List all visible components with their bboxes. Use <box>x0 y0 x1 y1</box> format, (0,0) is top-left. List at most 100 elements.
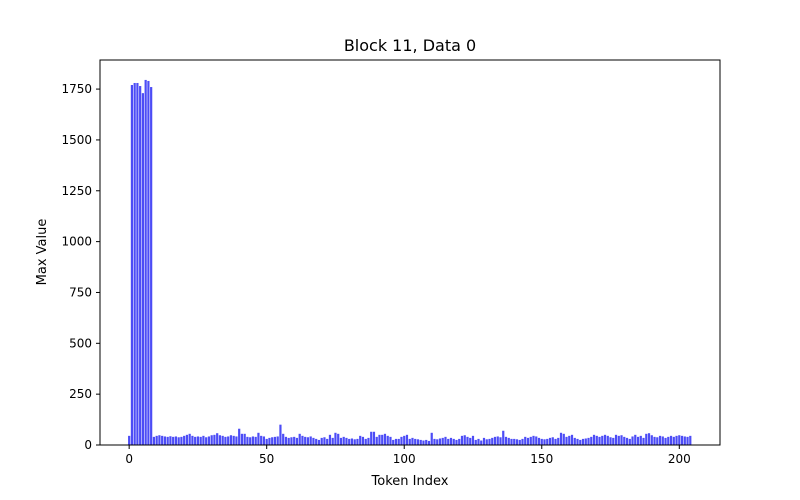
bar <box>636 436 640 445</box>
bar <box>400 436 403 445</box>
bar <box>488 438 491 445</box>
bar <box>617 435 620 445</box>
bar <box>301 435 304 445</box>
bar <box>532 435 535 445</box>
bar <box>136 82 139 445</box>
bar <box>191 435 194 445</box>
bar <box>535 436 538 445</box>
bar <box>584 438 587 445</box>
bar <box>152 436 156 445</box>
bar <box>166 436 169 445</box>
bar <box>287 437 290 445</box>
bar <box>163 436 167 445</box>
chart-title: Block 11, Data 0 <box>344 36 476 55</box>
bar <box>155 435 158 445</box>
bar <box>449 437 453 445</box>
bar <box>249 437 252 445</box>
bar <box>667 436 670 445</box>
bar <box>350 438 354 445</box>
bar <box>524 436 527 445</box>
bar <box>669 435 673 445</box>
bar <box>496 436 499 445</box>
bar <box>565 436 568 445</box>
bar <box>463 435 466 445</box>
bar <box>284 436 288 445</box>
bar <box>689 435 692 445</box>
bar <box>573 437 576 445</box>
bar <box>548 437 552 445</box>
bar <box>438 438 442 445</box>
y-tick-label: 1250 <box>61 184 92 198</box>
bar <box>540 438 543 445</box>
bar <box>229 435 233 445</box>
bar <box>172 436 175 445</box>
bar <box>235 436 238 445</box>
bar <box>507 437 510 445</box>
bar <box>408 438 411 445</box>
bar <box>513 438 516 445</box>
bar <box>444 436 447 445</box>
bar <box>419 439 422 445</box>
bar <box>381 434 384 445</box>
bar <box>447 438 450 445</box>
bar <box>180 436 183 445</box>
bar <box>295 437 299 445</box>
bar <box>471 435 475 445</box>
bar <box>658 435 662 445</box>
bar <box>356 438 359 445</box>
bar <box>664 437 667 445</box>
bar <box>592 434 596 445</box>
bar <box>216 433 219 445</box>
bar <box>309 436 312 445</box>
bar <box>537 437 541 445</box>
y-tick-label: 1500 <box>61 133 92 147</box>
bar <box>169 436 172 445</box>
bar <box>312 437 315 445</box>
bar <box>265 438 268 445</box>
bar <box>656 437 659 445</box>
bar <box>337 433 340 445</box>
bar <box>411 437 414 445</box>
bar <box>587 437 590 445</box>
bar <box>680 435 684 445</box>
bar <box>675 435 678 445</box>
bar <box>650 435 653 445</box>
bar <box>634 434 637 445</box>
bar <box>526 437 530 445</box>
bar <box>345 437 348 445</box>
bar <box>559 432 563 445</box>
bar <box>361 436 365 445</box>
bar <box>130 85 134 446</box>
bar <box>433 438 436 445</box>
bar <box>515 439 519 445</box>
bar <box>185 434 189 445</box>
bar <box>499 437 502 445</box>
bar <box>372 431 376 445</box>
bar <box>306 437 310 445</box>
bar <box>436 439 439 445</box>
bar <box>455 439 458 445</box>
bar <box>612 437 615 445</box>
bar <box>218 435 222 445</box>
bar <box>562 433 565 445</box>
bar <box>645 433 648 445</box>
bar <box>653 436 656 445</box>
bar <box>246 436 249 445</box>
x-axis-label: Token Index <box>371 474 449 489</box>
bar <box>290 437 293 445</box>
bar <box>543 439 546 445</box>
bar <box>460 435 464 445</box>
bar <box>128 435 131 445</box>
bar <box>414 438 417 445</box>
bar <box>590 436 593 445</box>
bar <box>304 436 307 445</box>
bar <box>150 87 153 446</box>
bar <box>213 434 216 445</box>
bar <box>510 438 513 445</box>
bar <box>238 428 241 445</box>
bar <box>452 438 455 445</box>
bar <box>389 436 392 445</box>
bar <box>205 437 208 445</box>
bar <box>485 439 488 445</box>
